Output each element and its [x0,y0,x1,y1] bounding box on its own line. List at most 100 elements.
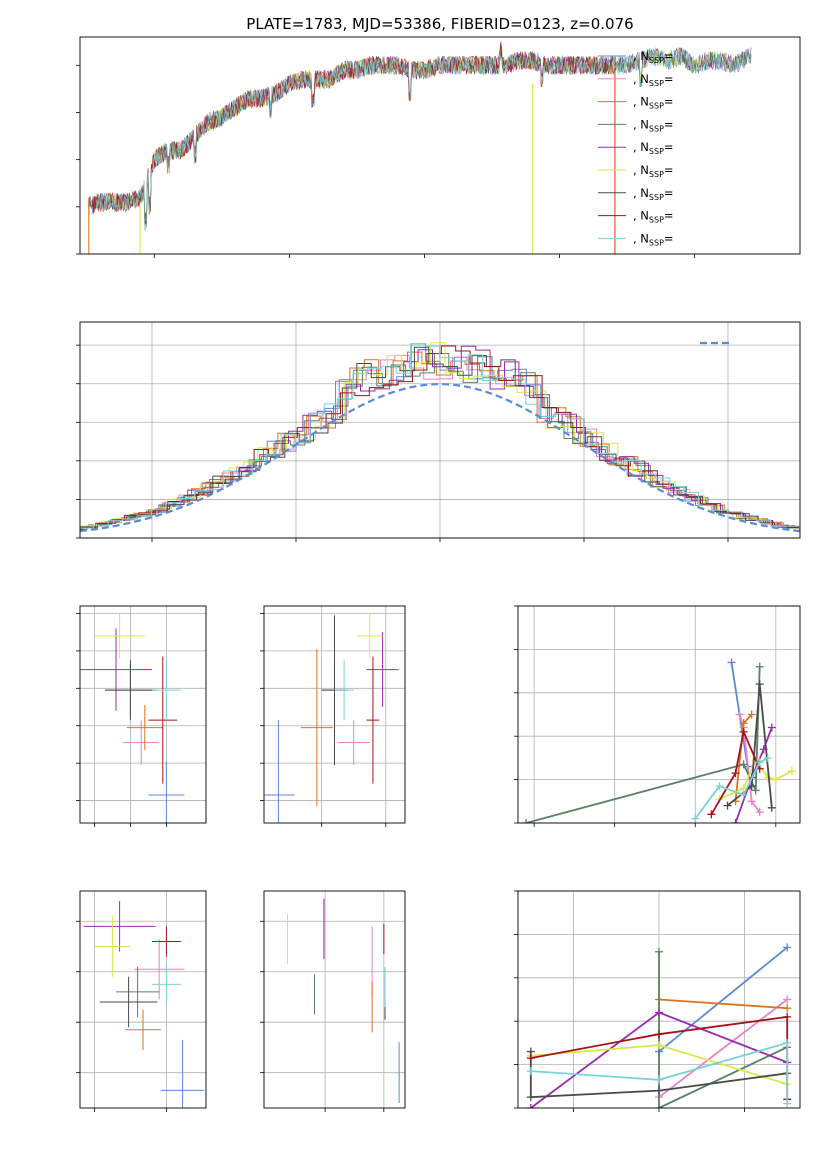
weight-point-marker [755,808,764,817]
weight-point-marker [763,753,772,762]
weight-point-marker [526,1067,535,1076]
spectrum-series-line [95,48,752,231]
weight-point-marker [715,782,724,791]
weight-point-marker [771,775,780,784]
legend-nssp-label: , N [633,231,649,245]
histogram-series [80,342,800,530]
weight-point-marker [739,790,748,799]
weight-point-marker [522,819,531,823]
plot-area-age_vs_z [80,613,185,823]
axes-mass_vs_z [76,891,206,1112]
weight-point-marker [655,1008,663,1017]
axes-frame [263,605,406,824]
plot-layer: , NSSP=, NSSP=, NSSP=, NSSP=, NSSP=, NSS… [76,36,801,1112]
histogram-series [80,345,800,530]
weight-point-marker [751,786,760,795]
weight-point-marker [731,769,740,778]
weight-point-marker [783,943,792,952]
weight-point-marker [735,710,744,719]
weight-point-marker [739,727,748,736]
axes-age_vs_z [76,606,206,827]
axes-spectrum [76,64,696,258]
legend-nssp-eq: = [664,231,674,245]
legend-nssp-sub: SSP [649,102,664,111]
legend-entry: , NSSP= [633,209,674,225]
normal-reference-curve [80,382,800,533]
axes-frame [263,890,406,1109]
histogram-series [80,354,800,530]
weight-point-marker [747,797,756,806]
legend-nssp-sub: SSP [649,56,664,65]
legend-nssp-label: , N [633,186,649,200]
plot-area-mass_vs_z [83,901,205,1108]
legend-nssp-sub: SSP [649,238,664,247]
weight-point-marker [655,1104,663,1108]
errorbar-points [264,613,399,823]
legend-entry: , NSSP= [633,49,674,65]
weight-point-marker [783,995,792,1004]
weight-point-marker [783,1099,792,1108]
legend-nssp-sub: SSP [649,193,664,202]
weight-point-marker [526,1093,535,1102]
weight-series-line [738,714,761,813]
plot-area-weight_vs_age [522,658,796,823]
legend-entry: , NSSP= [633,117,674,133]
weight-point-marker [655,1041,663,1050]
weight-series-line [658,998,788,1010]
legend-nssp-sub: SSP [649,79,664,88]
weight-point-marker [739,760,748,769]
weight-point-marker [767,803,776,812]
histogram-series [80,343,800,530]
legend-nssp-label: , N [633,49,649,63]
weight-point-marker [655,947,663,956]
legend-nssp-eq: = [664,163,674,177]
legend-nssp-eq: = [664,209,674,223]
weight-series-line [530,1041,789,1104]
weight-series-line [525,666,761,823]
axes-frame [79,605,207,824]
weight-point-marker [731,819,740,823]
legend-nssp-eq: = [664,186,674,200]
spectrum-legend: , NSSP=, NSSP=, NSSP=, NSSP=, NSSP=, NSS… [598,49,674,247]
weight-point-marker [755,680,764,689]
axes-mass_vs_ebv [260,891,405,1112]
legend-nssp-sub: SSP [649,170,664,179]
spectrum-series-line [91,41,616,225]
legend-nssp-eq: = [664,95,674,109]
weight-point-marker [787,766,796,775]
axes-residuals [76,322,800,542]
weight-point-marker [755,758,764,767]
weight-point-marker [691,814,700,823]
weight-point-marker [655,1075,663,1084]
legend-nssp-label: , N [633,209,649,223]
legend-entry: , NSSP= [633,140,674,156]
legend-nssp-sub: SSP [649,147,664,156]
legend-nssp-eq: = [664,72,674,86]
errorbar-points [80,613,185,823]
weight-point-marker [727,658,736,667]
plot-area-weight_vs_z [526,943,792,1108]
axes-age_vs_mass [260,606,405,827]
plot-area-mass_vs_ebv [287,898,400,1103]
legend-nssp-sub: SSP [649,216,664,225]
weight-series-line [658,998,788,1098]
weight-series [522,658,796,823]
legend-nssp-label: , N [633,72,649,86]
legend-nssp-eq: = [664,140,674,154]
plot-area-age_vs_mass [264,613,399,823]
figure-title: PLATE=1783, MJD=53386, FIBERID=0123, z=0… [246,15,633,33]
axes-frame [79,890,207,1109]
legend-entry: , NSSP= [633,186,674,202]
weight-point-marker [526,1104,535,1108]
weight-point-marker [707,810,716,819]
legend-nssp-label: , N [633,117,649,131]
legend-nssp-label: , N [633,163,649,177]
legend-nssp-eq: = [664,117,674,131]
legend-entry: , NSSP= [633,231,674,247]
weight-point-marker [655,1030,663,1039]
legend-entry: , NSSP= [633,95,674,111]
legend-entry: , NSSP= [633,72,674,88]
weight-point-marker [526,1054,535,1063]
axes-frame [517,890,801,1109]
